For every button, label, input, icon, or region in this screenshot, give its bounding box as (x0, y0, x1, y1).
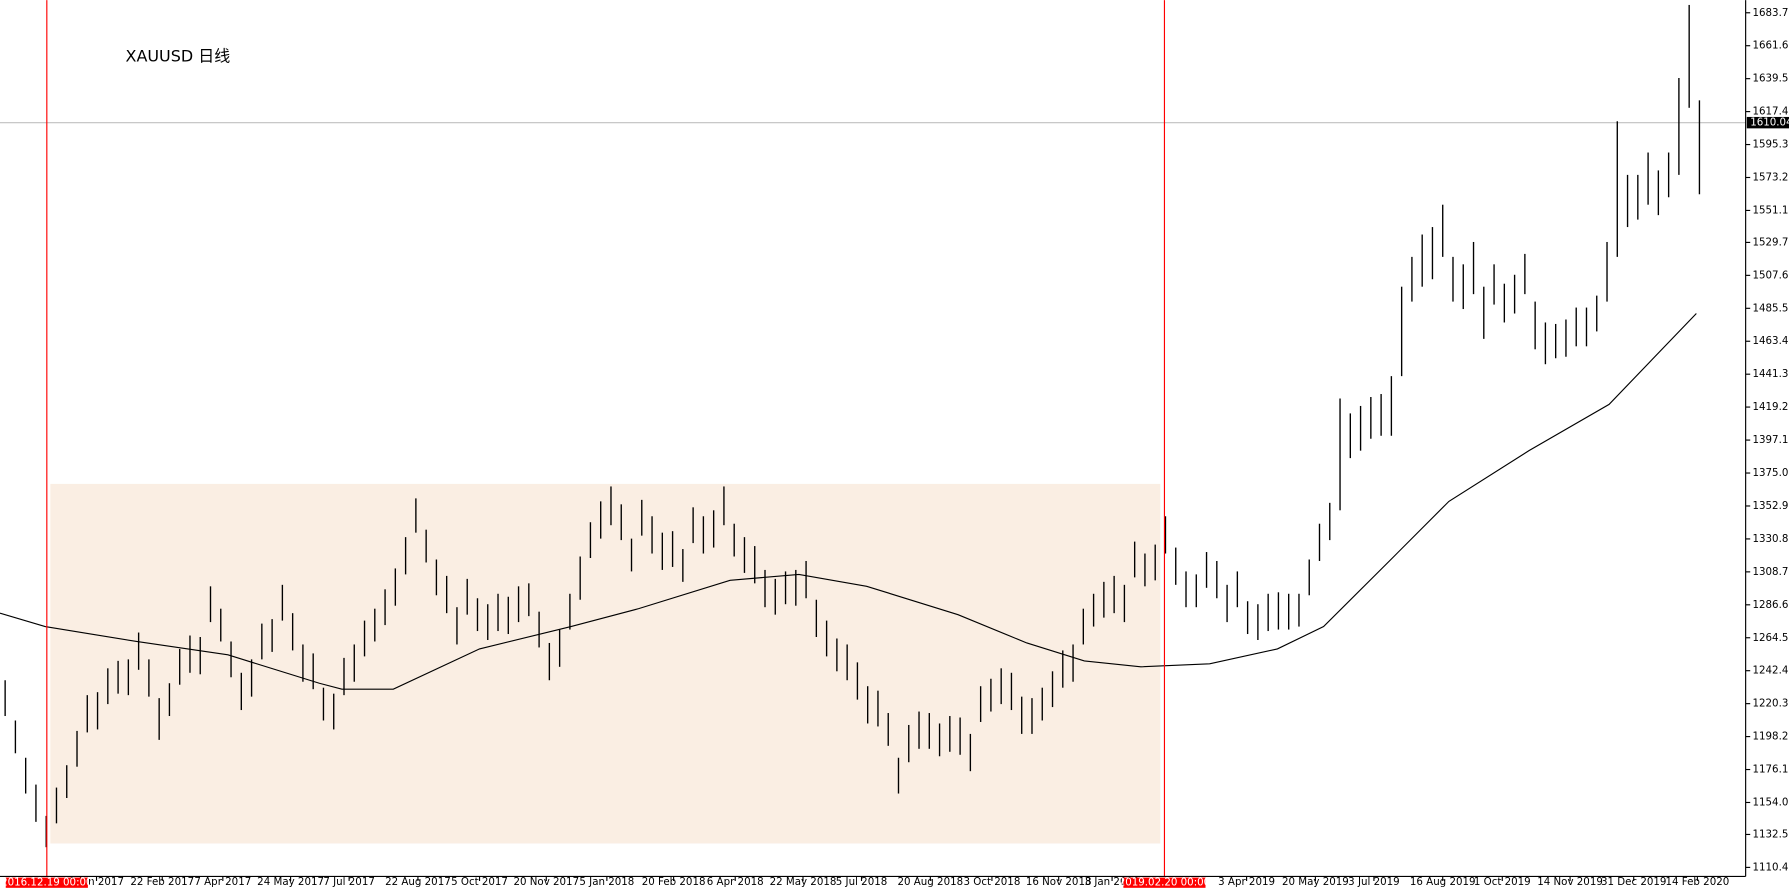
y-tick-label: 1595.35 (1752, 139, 1789, 151)
x-tick-label: 14 Feb 2020 (1665, 876, 1729, 888)
y-tick-label: 1110.45 (1752, 861, 1789, 873)
x-tick-label: 5 Jul 2018 (836, 876, 888, 888)
x-tick-label: 3 Jan 2019 (1085, 876, 1140, 888)
x-tick-label: 7 Apr 2017 (194, 876, 251, 888)
y-tick-label: 1352.90 (1752, 500, 1789, 512)
y-tick-label: 1132.55 (1752, 828, 1789, 840)
x-tick-label: 16 Nov 2018 (1026, 876, 1092, 888)
y-tick-label: 1242.40 (1752, 665, 1789, 677)
x-tick-label: 3 Apr 2019 (1218, 876, 1275, 888)
x-tick-label: 24 May 2017 (257, 876, 324, 888)
y-tick-label: 1661.65 (1752, 40, 1789, 52)
y-tick-label: 1507.60 (1752, 269, 1789, 281)
x-tick-label: 20 Nov 2017 (513, 876, 579, 888)
y-tick-label: 1220.30 (1752, 698, 1789, 710)
x-tick-label: 31 Dec 2019 (1601, 876, 1666, 888)
y-tick-label: 1551.15 (1752, 204, 1789, 216)
chart-title: XAUUSD 日线 (126, 47, 231, 66)
y-tick-label: 1308.70 (1752, 566, 1789, 578)
x-tick-label: 16 Aug 2019 (1410, 876, 1476, 888)
x-tick-label: 1 Oct 2019 (1474, 876, 1531, 888)
current-price-label: 1610.04 (1750, 117, 1789, 129)
y-tick-label: 1573.25 (1752, 171, 1789, 183)
y-tick-label: 1463.40 (1752, 335, 1789, 347)
y-tick-label: 1198.20 (1752, 731, 1789, 743)
marker-tag (1123, 877, 1206, 888)
y-tick-label: 1286.60 (1752, 599, 1789, 611)
y-tick-label: 1264.50 (1752, 632, 1789, 644)
x-tick-label: 3 Jul 2019 (1348, 876, 1400, 888)
x-tick-label: 6 Apr 2018 (707, 876, 764, 888)
y-tick-label: 1330.80 (1752, 533, 1789, 545)
x-tick-label: 7 Jul 2017 (323, 876, 375, 888)
y-tick-label: 1375.00 (1752, 467, 1789, 479)
x-tick-label: 3 Oct 2018 (964, 876, 1021, 888)
moving-average (0, 313, 1697, 690)
y-tick-label: 1441.30 (1752, 368, 1789, 380)
x-tick-label: 5 Oct 2017 (451, 876, 508, 888)
y-tick-label: 1419.25 (1752, 401, 1789, 413)
x-tick-label: 22 Aug 2017 (385, 876, 451, 888)
x-tick-label: 20 Feb 2018 (642, 876, 706, 888)
x-tick-label: 20 Aug 2018 (897, 876, 963, 888)
x-tick-label: 22 May 2018 (770, 876, 837, 888)
x-tick-label: 20 May 2019 (1282, 876, 1349, 888)
range-box (50, 483, 1161, 844)
x-tick-label: 9 Jan 2017 (69, 876, 124, 888)
y-tick-label: 1529.70 (1752, 236, 1789, 248)
y-tick-label: 1639.55 (1752, 73, 1789, 85)
marker-tag (5, 877, 88, 888)
marker-label: 2019.02.20 00:00 (1119, 877, 1210, 888)
y-tick-label: 1397.10 (1752, 434, 1789, 446)
x-tick-label: 5 Jan 2018 (579, 876, 634, 888)
x-tick-label: 22 Feb 2017 (130, 876, 194, 888)
current-price-tag (1746, 116, 1789, 129)
y-tick-label: 1176.10 (1752, 764, 1789, 776)
y-tick-label: 1683.75 (1752, 7, 1789, 19)
y-tick-label: 1617.45 (1752, 106, 1789, 118)
marker-label: 2016.12.19 00:00 (1, 877, 92, 888)
x-tick-label: 14 Nov 2019 (1537, 876, 1603, 888)
y-tick-label: 1154.00 (1752, 796, 1789, 808)
y-tick-label: 1485.50 (1752, 302, 1789, 314)
